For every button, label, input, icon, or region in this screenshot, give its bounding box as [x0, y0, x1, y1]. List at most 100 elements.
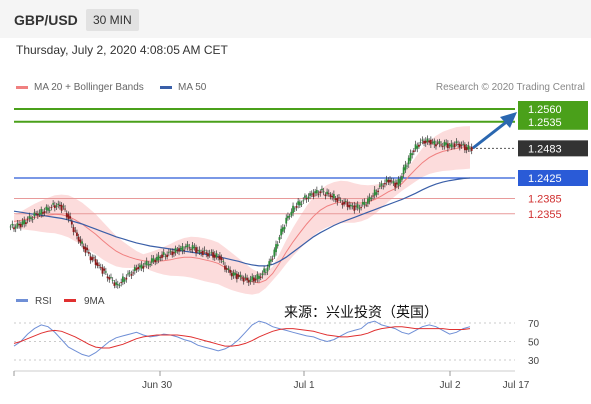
price-level-label: 1.2425 [528, 173, 562, 185]
candle-body [288, 216, 291, 217]
forecast-arrow-icon [472, 112, 517, 150]
timeframe-button[interactable]: 30 MIN [86, 9, 139, 31]
candle-body [237, 274, 240, 277]
rsi-tick-label: 30 [528, 356, 540, 367]
candle-body [50, 207, 53, 208]
candle-body [110, 277, 112, 278]
candlesticks [9, 135, 473, 289]
candle-body [84, 247, 87, 253]
candle-body [59, 204, 61, 207]
candle-body [115, 282, 117, 285]
candle-body [324, 194, 327, 197]
candle-body [254, 278, 257, 281]
candle-body [295, 206, 298, 208]
candle-body [222, 261, 225, 262]
candle-body [293, 208, 296, 210]
candle-body [91, 257, 94, 261]
candle-body [438, 141, 441, 144]
candle-body [98, 264, 100, 266]
price-level-label: 1.2483 [528, 143, 562, 155]
candle-body [137, 266, 140, 269]
candle-body [139, 265, 141, 268]
candle-body [394, 182, 397, 188]
candle-body [401, 176, 403, 180]
candle-body [247, 280, 250, 283]
candle-body [399, 179, 402, 184]
candle-body [232, 272, 235, 276]
candle-body [407, 157, 410, 165]
candle-body [113, 282, 116, 286]
price-level-label-box [518, 101, 588, 117]
candle-body [467, 145, 470, 150]
candle-body [465, 147, 468, 151]
candle-body [372, 195, 374, 197]
price-level-label: 1.2535 [528, 117, 562, 129]
copyright-text: Research © 2020 Trading Central [435, 82, 585, 93]
candle-body [397, 178, 400, 186]
candle-body [72, 227, 75, 233]
candle-body [225, 268, 228, 270]
candle-body [162, 252, 165, 256]
candle-body [297, 201, 300, 205]
candle-body [40, 209, 43, 215]
candle-body [35, 213, 38, 215]
candle-body [212, 252, 214, 258]
candle-body [343, 202, 345, 205]
candle-body [21, 221, 24, 226]
candle-body [259, 276, 262, 278]
candle-body [178, 248, 180, 252]
candle-body [300, 203, 303, 205]
rsi-line [13, 320, 471, 357]
candle-body [365, 204, 368, 206]
candle-body [203, 249, 206, 251]
candle-body [217, 256, 220, 258]
candle-body [42, 212, 44, 214]
price-levels [14, 108, 515, 215]
candle-body [429, 139, 432, 145]
candle-body [53, 205, 56, 208]
candle-body [331, 195, 334, 198]
candle-body [242, 278, 245, 282]
candle-body [338, 197, 340, 199]
candle-body [235, 273, 238, 280]
rsi-legend-swatch [16, 299, 28, 302]
candle-body [327, 192, 330, 194]
source-note: 来源：兴业投资（英国） [284, 304, 438, 320]
candle-body [167, 252, 170, 254]
candle-body [145, 260, 148, 265]
rsi-ma-legend-label: 9MA [84, 296, 105, 307]
price-level-label-box [518, 140, 588, 157]
candle-body [171, 251, 174, 256]
candle-body [251, 276, 254, 280]
candle-body [93, 257, 95, 259]
candle-body [349, 204, 352, 207]
candle-body [412, 150, 415, 152]
candle-body [276, 244, 279, 247]
candle-body [130, 274, 133, 276]
candle-body [205, 252, 208, 254]
candle-body [157, 255, 160, 261]
candle-body [150, 258, 153, 263]
legend-ma20-bollinger: MA 20 + Bollinger Bands [16, 82, 144, 93]
candle-body [266, 267, 269, 272]
candle-body [346, 202, 349, 207]
candle-body [356, 204, 359, 209]
candle-body [18, 223, 21, 226]
candle-body [106, 276, 109, 279]
candle-body [230, 273, 233, 277]
candle-body [387, 179, 390, 183]
candle-body [334, 198, 337, 200]
candle-body [76, 232, 78, 236]
candle-body [368, 196, 371, 201]
price-level-label-box [518, 170, 588, 186]
candle-body [436, 142, 439, 144]
candle-body [38, 212, 41, 215]
candle-body [74, 230, 77, 232]
candle-body [264, 271, 267, 273]
candle-body [458, 143, 461, 148]
candle-body [183, 249, 186, 251]
candle-body [380, 183, 383, 186]
candle-body [298, 201, 301, 206]
price-level-label: 1.2355 [528, 209, 562, 221]
candle-body [428, 140, 431, 143]
